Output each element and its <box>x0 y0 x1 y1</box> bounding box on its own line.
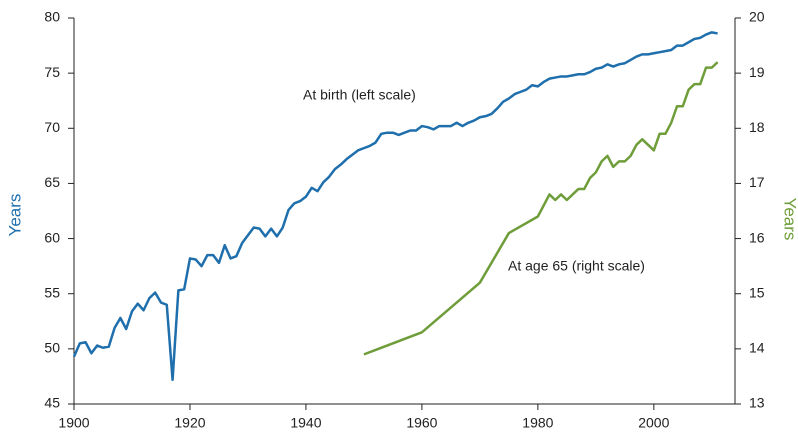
x-tick-label: 1960 <box>406 415 437 431</box>
x-tick-label: 1980 <box>522 415 553 431</box>
y-tick-label: 45 <box>44 395 60 411</box>
y-tick-label: 50 <box>44 340 60 356</box>
y-axis-label: Years <box>5 194 24 237</box>
y2-tick-label: 19 <box>749 64 765 80</box>
y2-tick-label: 14 <box>749 340 765 356</box>
data-line <box>72 31 718 381</box>
y-tick-label: 80 <box>44 9 60 25</box>
data-line <box>363 61 719 356</box>
y-tick-label: 65 <box>44 174 60 190</box>
y-tick-label: 55 <box>44 284 60 300</box>
y-tick-label: 70 <box>44 119 60 135</box>
annotation: At age 65 (right scale) <box>508 258 645 274</box>
y2-tick-label: 13 <box>749 395 765 411</box>
y2-tick-label: 18 <box>749 119 765 135</box>
x-tick-label: 2000 <box>638 415 669 431</box>
x-tick-label: 1940 <box>290 415 321 431</box>
y-tick-label: 75 <box>44 64 60 80</box>
y2-axis-label: Years <box>781 198 798 241</box>
y2-tick-label: 17 <box>749 174 765 190</box>
y-tick-label: 60 <box>44 229 60 245</box>
x-tick-label: 1920 <box>174 415 205 431</box>
y2-tick-label: 16 <box>749 229 765 245</box>
x-tick-label: 1900 <box>58 415 89 431</box>
annotation: At birth (left scale) <box>303 87 416 103</box>
y2-tick-label: 20 <box>749 9 765 25</box>
y2-tick-label: 15 <box>749 284 765 300</box>
